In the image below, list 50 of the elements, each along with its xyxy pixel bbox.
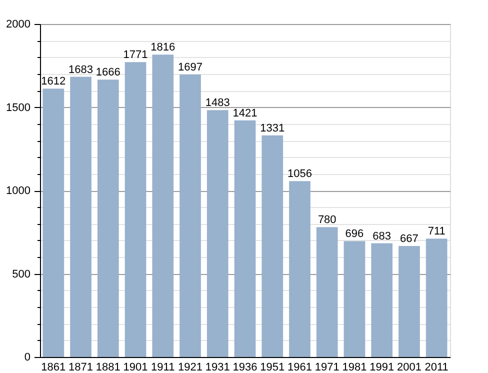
x-tick-label: 1931: [205, 362, 230, 373]
x-tick-label: 1961: [287, 362, 312, 373]
bar: [70, 76, 92, 357]
data-label: 1612: [41, 76, 66, 88]
data-label: 780: [318, 214, 336, 226]
y-tick-label: 500: [12, 268, 30, 280]
data-label: 1666: [96, 66, 120, 79]
y-tick-label: 1500: [6, 102, 30, 114]
y-tick-label: 1000: [6, 185, 30, 197]
x-tick-label: 1951: [260, 362, 285, 373]
data-label: 1331: [260, 122, 285, 134]
bar: [42, 88, 64, 357]
bar: [234, 120, 256, 357]
data-label: 696: [345, 228, 364, 240]
bar: [344, 241, 366, 357]
x-tick-label: 1971: [314, 362, 340, 373]
x-tick-label: 1921: [178, 362, 203, 373]
data-label: 1056: [287, 168, 312, 180]
data-label: 1697: [178, 61, 203, 74]
bar: [371, 243, 393, 357]
data-label: 683: [372, 230, 392, 242]
data-label: 667: [400, 232, 418, 245]
bar: [124, 62, 146, 357]
bar: [398, 246, 420, 357]
data-label: 1816: [150, 42, 176, 54]
data-label: 1483: [205, 97, 230, 110]
x-tick-label: 1861: [41, 362, 66, 373]
y-tick-label: 0: [24, 352, 30, 364]
x-tick-label: 2001: [396, 362, 422, 373]
data-label: 711: [428, 226, 446, 238]
bar: [316, 227, 338, 357]
bar: [262, 135, 284, 357]
x-tick-label: 1881: [96, 362, 120, 373]
bar: [426, 238, 448, 357]
y-tick-label: 2000: [6, 18, 30, 30]
bar: [97, 80, 119, 357]
x-tick-label: 1911: [151, 362, 175, 373]
x-tick-label: 1871: [68, 362, 94, 373]
x-tick-label: 2011: [424, 362, 448, 373]
data-label: 1771: [123, 49, 148, 62]
x-tick-label: 1901: [123, 362, 148, 373]
x-tick-label: 1981: [342, 362, 367, 373]
x-tick-label: 1936: [232, 362, 258, 373]
data-label: 1421: [232, 107, 258, 120]
bar: [180, 74, 201, 357]
data-label: 1683: [68, 64, 94, 76]
bar: [206, 110, 228, 357]
bar: [152, 54, 174, 357]
bar: [289, 181, 310, 357]
x-tick-label: 1991: [370, 362, 394, 373]
